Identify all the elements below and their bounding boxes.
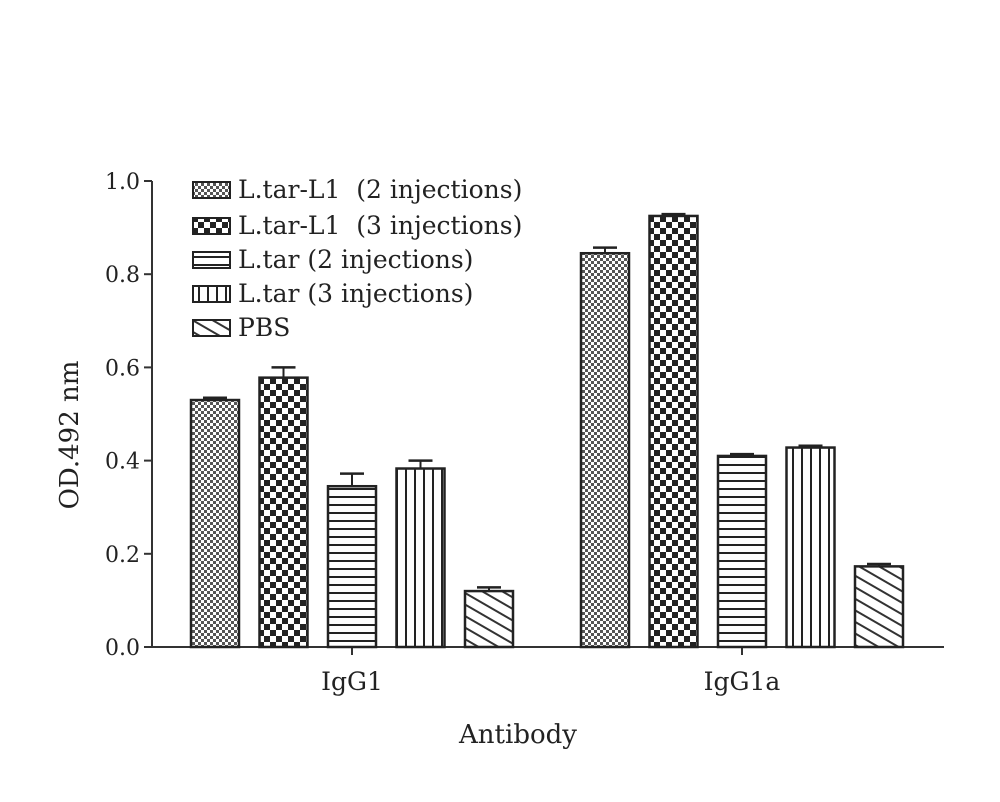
bar [395, 467, 446, 649]
bar [579, 251, 631, 649]
y-tick-label: 1.0 [105, 170, 140, 195]
y-tick-label: 0.8 [105, 263, 140, 288]
bar [716, 454, 768, 649]
legend-label: PBS [238, 313, 290, 342]
bar [326, 484, 378, 649]
legend-swatch [192, 251, 231, 269]
x-axis-title: Antibody [458, 720, 577, 750]
legend-label: L.tar (2 injections) [238, 245, 473, 274]
legend-label: L.tar-L1 (3 injections) [238, 211, 522, 240]
bar [463, 589, 515, 649]
legend-swatch [192, 181, 231, 199]
bar [853, 565, 905, 649]
legend-label: L.tar-L1 (2 injections) [238, 175, 522, 204]
y-tick-label: 0.4 [105, 450, 140, 475]
y-axis-title: OD.492 nm [55, 361, 85, 510]
legend-swatch [192, 319, 231, 337]
x-tick-labels: IgG1 IgG1a [321, 667, 780, 696]
y-axis: 0.0 0.2 0.4 0.6 0.8 1.0 [105, 170, 153, 661]
bar [785, 446, 836, 649]
x-tick-label: IgG1a [704, 667, 781, 696]
y-tick-label: 0.2 [105, 543, 140, 568]
bar [189, 398, 241, 649]
legend-swatch [192, 285, 231, 303]
bars [189, 212, 905, 649]
legend: L.tar-L1 (2 injections) L.tar-L1 (3 injec… [192, 175, 522, 342]
y-tick-label: 0.0 [105, 636, 140, 661]
legend-label: L.tar (3 injections) [238, 279, 473, 308]
x-tick-label: IgG1 [321, 667, 383, 696]
bar [258, 376, 309, 649]
bar [648, 214, 699, 649]
legend-swatch [192, 217, 231, 235]
y-tick-label: 0.6 [105, 356, 140, 381]
